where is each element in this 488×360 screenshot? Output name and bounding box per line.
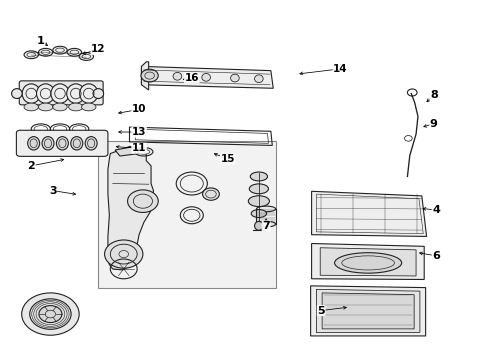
Text: 12: 12 (91, 45, 105, 54)
Ellipse shape (53, 103, 67, 111)
Polygon shape (141, 62, 148, 90)
Polygon shape (311, 191, 426, 237)
Text: 8: 8 (429, 90, 437, 100)
Ellipse shape (254, 75, 263, 83)
Text: 11: 11 (132, 143, 146, 153)
Ellipse shape (256, 221, 275, 227)
Ellipse shape (66, 84, 85, 103)
Ellipse shape (85, 136, 97, 150)
Text: 2: 2 (27, 161, 35, 171)
Ellipse shape (42, 136, 54, 150)
Text: 16: 16 (184, 73, 199, 83)
Polygon shape (115, 147, 139, 156)
Circle shape (104, 240, 142, 268)
Polygon shape (310, 286, 425, 336)
Circle shape (39, 306, 62, 323)
Ellipse shape (79, 53, 93, 60)
Ellipse shape (68, 103, 83, 111)
Circle shape (141, 69, 158, 82)
Circle shape (30, 299, 71, 329)
Polygon shape (141, 66, 273, 88)
Text: 14: 14 (332, 64, 347, 74)
Circle shape (21, 293, 79, 335)
Text: 5: 5 (317, 306, 325, 315)
Ellipse shape (202, 188, 219, 200)
Ellipse shape (67, 48, 81, 56)
Circle shape (127, 190, 158, 212)
Ellipse shape (254, 221, 263, 230)
Text: 9: 9 (429, 118, 437, 129)
Text: 7: 7 (262, 221, 269, 231)
Ellipse shape (24, 51, 39, 59)
Ellipse shape (12, 89, 22, 99)
Ellipse shape (22, 84, 41, 103)
Ellipse shape (39, 103, 53, 111)
Ellipse shape (80, 84, 98, 103)
Ellipse shape (202, 73, 210, 81)
Ellipse shape (51, 84, 69, 103)
Polygon shape (322, 293, 413, 329)
Ellipse shape (250, 172, 267, 181)
Ellipse shape (256, 206, 275, 212)
Ellipse shape (71, 136, 82, 150)
Text: 1: 1 (37, 36, 44, 46)
Ellipse shape (93, 89, 103, 99)
Ellipse shape (251, 210, 266, 217)
Ellipse shape (39, 48, 53, 56)
Ellipse shape (248, 196, 269, 207)
Ellipse shape (28, 136, 40, 150)
Ellipse shape (334, 253, 401, 273)
Polygon shape (108, 147, 153, 270)
Ellipse shape (249, 184, 268, 194)
Text: 10: 10 (132, 104, 146, 114)
Ellipse shape (24, 103, 39, 111)
Ellipse shape (146, 72, 155, 80)
Ellipse shape (37, 84, 55, 103)
Text: 3: 3 (49, 186, 57, 195)
FancyBboxPatch shape (19, 81, 103, 105)
Ellipse shape (173, 72, 182, 80)
Polygon shape (311, 243, 424, 279)
Text: 13: 13 (132, 127, 146, 137)
Polygon shape (320, 248, 415, 276)
Ellipse shape (53, 46, 67, 54)
Ellipse shape (81, 103, 96, 111)
FancyBboxPatch shape (17, 130, 108, 156)
Text: 6: 6 (431, 251, 439, 261)
Ellipse shape (230, 74, 239, 82)
Text: 4: 4 (431, 205, 439, 215)
Bar (98, 141, 275, 288)
Ellipse shape (56, 136, 68, 150)
Polygon shape (316, 289, 419, 332)
Text: 15: 15 (220, 154, 235, 164)
